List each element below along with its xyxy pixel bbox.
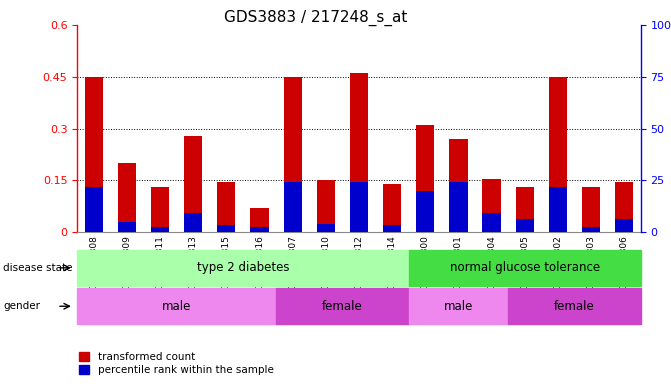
Bar xyxy=(85,77,103,232)
Legend: transformed count, percentile rank within the sample: transformed count, percentile rank withi… xyxy=(79,352,274,375)
Bar xyxy=(615,219,633,232)
Bar xyxy=(151,227,169,232)
Bar xyxy=(317,180,335,232)
Bar xyxy=(383,225,401,232)
Bar xyxy=(615,182,633,232)
Bar xyxy=(77,250,409,286)
Bar xyxy=(250,227,268,232)
Bar xyxy=(482,214,501,232)
Bar xyxy=(77,288,276,324)
Bar xyxy=(276,288,409,324)
Bar xyxy=(85,187,103,232)
Bar xyxy=(409,288,508,324)
Bar xyxy=(450,182,468,232)
Bar xyxy=(184,136,203,232)
Text: normal glucose tolerance: normal glucose tolerance xyxy=(450,262,600,274)
Text: female: female xyxy=(554,300,595,313)
Bar xyxy=(284,77,302,232)
Bar xyxy=(151,187,169,232)
Bar xyxy=(515,187,534,232)
Bar xyxy=(582,187,600,232)
Bar xyxy=(416,191,434,232)
Bar xyxy=(350,182,368,232)
Bar xyxy=(582,227,600,232)
Bar xyxy=(416,125,434,232)
Bar xyxy=(508,288,641,324)
Bar xyxy=(184,214,203,232)
Text: gender: gender xyxy=(3,301,40,311)
Bar xyxy=(118,222,136,232)
Bar xyxy=(409,250,641,286)
Bar xyxy=(515,219,534,232)
Bar xyxy=(118,163,136,232)
Text: type 2 diabetes: type 2 diabetes xyxy=(197,262,289,274)
Bar xyxy=(383,184,401,232)
Bar xyxy=(317,223,335,232)
Text: GDS3883 / 217248_s_at: GDS3883 / 217248_s_at xyxy=(223,10,407,26)
Text: male: male xyxy=(162,300,191,313)
Bar xyxy=(482,179,501,232)
Bar xyxy=(450,139,468,232)
Text: male: male xyxy=(444,300,473,313)
Bar xyxy=(284,182,302,232)
Bar xyxy=(549,187,567,232)
Bar xyxy=(549,77,567,232)
Text: disease state: disease state xyxy=(3,263,73,273)
Bar xyxy=(350,73,368,232)
Text: female: female xyxy=(322,300,363,313)
Bar xyxy=(250,208,268,232)
Bar xyxy=(217,225,236,232)
Bar xyxy=(217,182,236,232)
